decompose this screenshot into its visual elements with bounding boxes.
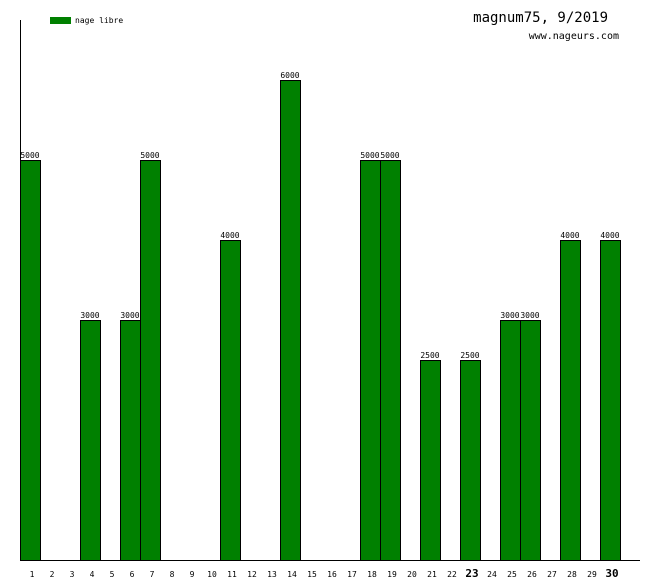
x-tick-label-19: 19 <box>387 570 397 579</box>
x-tick-label-28: 28 <box>567 570 577 579</box>
x-tick-label-14: 14 <box>287 570 297 579</box>
legend-label: nage libre <box>75 16 124 25</box>
x-tick-label-15: 15 <box>307 570 317 579</box>
value-label-day-28: 4000 <box>560 231 579 240</box>
x-tick-label-17: 17 <box>347 570 357 579</box>
value-label-day-11: 4000 <box>220 231 239 240</box>
x-tick-label-24: 24 <box>487 570 497 579</box>
bar-day-23 <box>460 360 481 561</box>
value-label-day-30: 4000 <box>600 231 619 240</box>
legend: nage libre <box>50 16 123 25</box>
bar-day-28 <box>560 240 581 561</box>
x-tick-label-16: 16 <box>327 570 337 579</box>
bar-day-1 <box>20 160 41 561</box>
value-label-day-19: 5000 <box>380 151 399 160</box>
x-tick-label-25: 25 <box>507 570 517 579</box>
bar-day-25 <box>500 320 521 561</box>
x-tick-label-11: 11 <box>227 570 237 579</box>
value-label-day-7: 5000 <box>140 151 159 160</box>
bar-day-30 <box>600 240 621 561</box>
bar-day-26 <box>520 320 541 561</box>
chart-subtitle: www.nageurs.com <box>528 31 619 42</box>
x-tick-label-5: 5 <box>110 570 115 579</box>
x-tick-label-4: 4 <box>90 570 95 579</box>
bar-day-7 <box>140 160 161 561</box>
x-tick-label-23: 23 <box>465 567 478 580</box>
value-label-day-21: 2500 <box>420 351 439 360</box>
x-tick-label-20: 20 <box>407 570 417 579</box>
x-tick-label-13: 13 <box>267 570 277 579</box>
value-label-day-23: 2500 <box>460 351 479 360</box>
x-tick-label-8: 8 <box>170 570 175 579</box>
legend-swatch <box>50 17 71 24</box>
x-tick-label-2: 2 <box>50 570 55 579</box>
x-tick-label-10: 10 <box>207 570 217 579</box>
bar-day-21 <box>420 360 441 561</box>
x-tick-label-27: 27 <box>547 570 557 579</box>
value-label-day-1: 5000 <box>20 151 39 160</box>
value-label-day-25: 3000 <box>500 311 519 320</box>
bar-day-6 <box>120 320 141 561</box>
value-label-day-14: 6000 <box>280 71 299 80</box>
x-tick-label-12: 12 <box>247 570 257 579</box>
x-tick-label-1: 1 <box>30 570 35 579</box>
value-label-day-18: 5000 <box>360 151 379 160</box>
x-tick-label-3: 3 <box>70 570 75 579</box>
x-tick-label-26: 26 <box>527 570 537 579</box>
x-tick-label-6: 6 <box>130 570 135 579</box>
x-tick-label-29: 29 <box>587 570 597 579</box>
value-label-day-6: 3000 <box>120 311 139 320</box>
chart-title: magnum75, 9/2019 <box>473 10 608 26</box>
x-tick-label-9: 9 <box>190 570 195 579</box>
bar-day-18 <box>360 160 381 561</box>
value-label-day-4: 3000 <box>80 311 99 320</box>
x-tick-label-30: 30 <box>605 567 618 580</box>
bar-day-19 <box>380 160 401 561</box>
x-tick-label-18: 18 <box>367 570 377 579</box>
x-tick-label-21: 21 <box>427 570 437 579</box>
value-label-day-26: 3000 <box>520 311 539 320</box>
bar-day-14 <box>280 80 301 561</box>
x-tick-label-7: 7 <box>150 570 155 579</box>
x-tick-label-22: 22 <box>447 570 457 579</box>
bar-day-4 <box>80 320 101 561</box>
bar-day-11 <box>220 240 241 561</box>
